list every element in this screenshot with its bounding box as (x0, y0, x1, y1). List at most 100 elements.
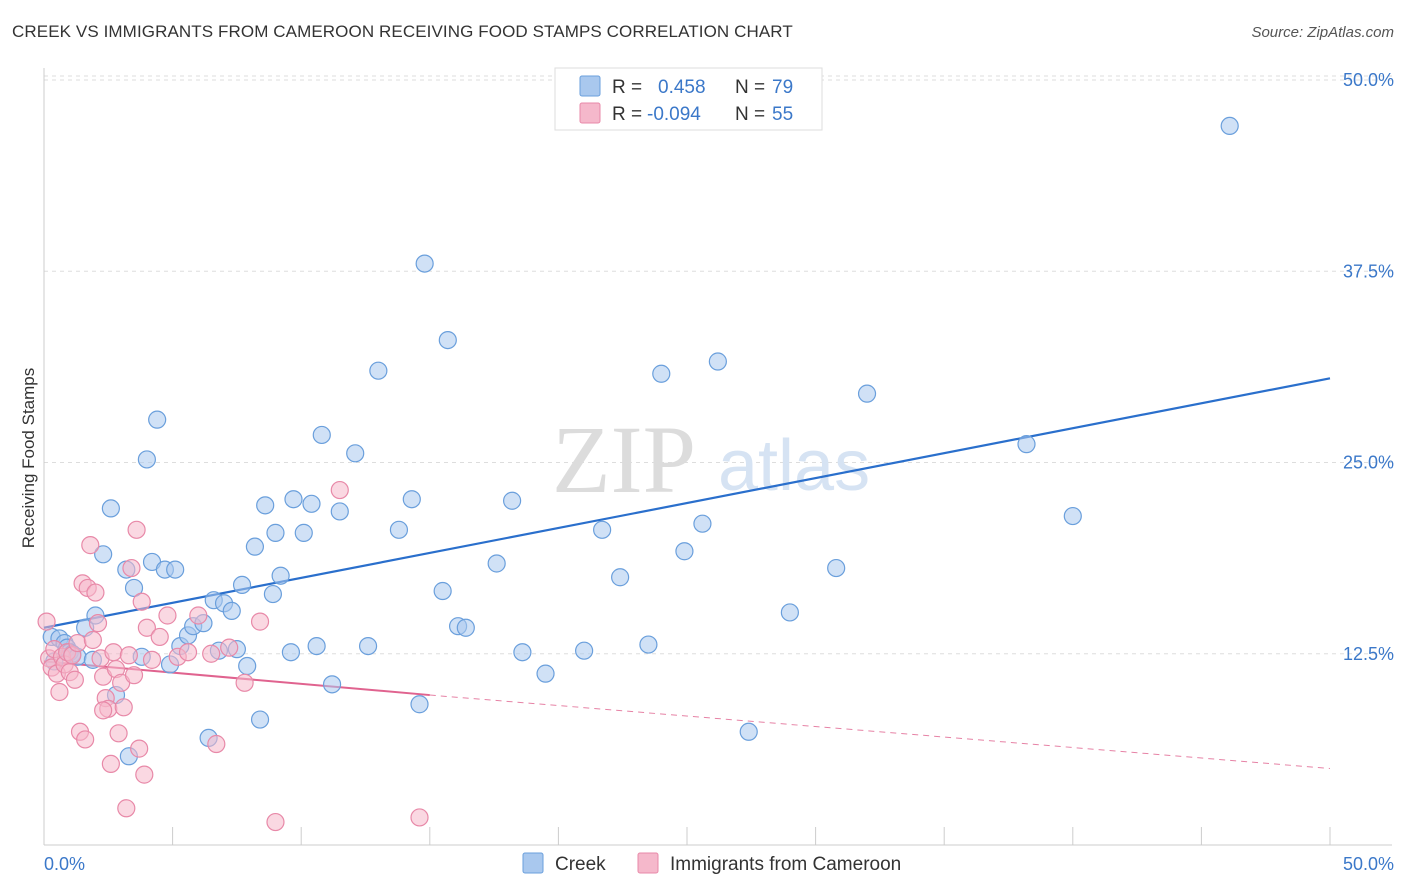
creek-point (266, 523, 285, 542)
watermark-atlas: atlas (718, 426, 870, 506)
creek-point (389, 520, 409, 539)
cameroon-point (65, 670, 84, 689)
cameroon-point (101, 754, 120, 774)
creek-point (124, 578, 144, 598)
creek-point (281, 643, 301, 662)
cameroon-point (94, 701, 113, 720)
cameroon-point (50, 682, 69, 702)
creek-point (263, 584, 283, 604)
creek-point (857, 384, 877, 403)
creek-point (346, 444, 365, 463)
creek-point (250, 710, 270, 729)
cameroon-point (132, 592, 151, 611)
creek-point (101, 499, 120, 518)
legend-n-value-cameroon: 55 (772, 104, 793, 125)
cameroon-point (104, 643, 123, 662)
cameroon-point (135, 765, 154, 784)
creek-point (503, 491, 522, 510)
creek-trend-line (43, 377, 1331, 629)
legend-n-value-creek: 79 (772, 77, 793, 98)
legend-swatch-creek (579, 75, 601, 97)
creek-point (536, 664, 555, 683)
cameroon-point (109, 724, 128, 743)
watermark: ZIP atlas (552, 406, 870, 513)
cameroon-point (68, 633, 87, 653)
cameroon-point (202, 644, 221, 663)
legend-n-label-cameroon: N = (735, 104, 765, 125)
creek-point (402, 490, 421, 509)
creek-point (739, 722, 758, 741)
creek-point (652, 364, 671, 383)
cameroon-point (207, 734, 226, 754)
creek-point (148, 410, 167, 429)
creek-point (302, 494, 321, 513)
creek-point (639, 635, 658, 654)
creek-point (137, 450, 156, 469)
cameroon-point (83, 630, 102, 650)
legend-bottom: Creek Immigrants from Cameroon (522, 852, 901, 875)
creek-point (358, 636, 378, 656)
source-label: Source: ZipAtlas.com (1251, 24, 1394, 41)
creek-point (575, 641, 594, 660)
cameroon-point (127, 520, 146, 539)
cameroon-point (81, 536, 100, 555)
creek-point (94, 545, 113, 564)
cameroon-point (266, 812, 285, 832)
creek-point (222, 601, 241, 621)
legend-bottom-label-creek: Creek (555, 854, 606, 875)
creek-point (611, 568, 630, 587)
cameroon-point (410, 808, 429, 827)
creek-point (294, 523, 313, 542)
creek-point (433, 581, 452, 601)
cameroon-point (76, 730, 95, 749)
legend-r-label-creek: R = (612, 77, 642, 98)
points-layer (37, 116, 1239, 832)
creek-point (312, 425, 331, 445)
creek-point (166, 560, 185, 579)
cameroon-point (137, 618, 156, 637)
cameroon-point (178, 643, 198, 662)
cameroon-point (114, 698, 133, 717)
cameroon-point (142, 650, 162, 669)
cameroon-point (189, 606, 208, 625)
creek-point (271, 566, 290, 585)
creek-point (284, 490, 303, 509)
creek-point (487, 554, 506, 573)
cameroon-point (88, 614, 108, 633)
legend-top: R = 0.458 N = 79 R = -0.094 N = 55 (554, 67, 823, 131)
y-axis-title: Receiving Food Stamps (19, 368, 38, 548)
cameroon-point (37, 612, 56, 631)
legend-bottom-swatch-cameroon (637, 852, 659, 874)
cameroon-point (117, 799, 136, 818)
creek-point (593, 520, 612, 539)
cameroon-point (122, 558, 141, 578)
creek-point (238, 656, 257, 676)
axis-layer (43, 68, 1392, 846)
legend-n-label-creek: N = (735, 77, 765, 98)
cameroon-trend-extrapolated (429, 694, 1331, 769)
y-tick-label-37-5: 37.5% (1343, 261, 1394, 281)
creek-point (1017, 435, 1036, 454)
creek-point (708, 352, 727, 371)
creek-point (513, 643, 532, 662)
legend-bottom-swatch-creek (522, 852, 544, 874)
creek-point (456, 618, 475, 637)
creek-point (438, 331, 457, 350)
creek-point (330, 502, 349, 521)
y-tick-label-50: 50.0% (1343, 70, 1394, 90)
cameroon-point (124, 666, 144, 685)
legend-r-value-creek: 0.458 (658, 77, 706, 98)
creek-point (415, 254, 434, 273)
cameroon-point (220, 638, 239, 657)
cameroon-point (130, 739, 149, 758)
creek-point (827, 558, 846, 578)
y-tick-labels: 12.5% 25.0% 37.5% 50.0% (1343, 70, 1394, 664)
cameroon-point (235, 673, 254, 692)
creek-point (693, 514, 712, 533)
x-tick-label-max: 50.0% (1343, 854, 1394, 874)
legend-swatch-cameroon (579, 102, 601, 124)
creek-point (1220, 116, 1239, 136)
cameroon-point (119, 646, 138, 665)
cameroon-point (86, 583, 105, 602)
